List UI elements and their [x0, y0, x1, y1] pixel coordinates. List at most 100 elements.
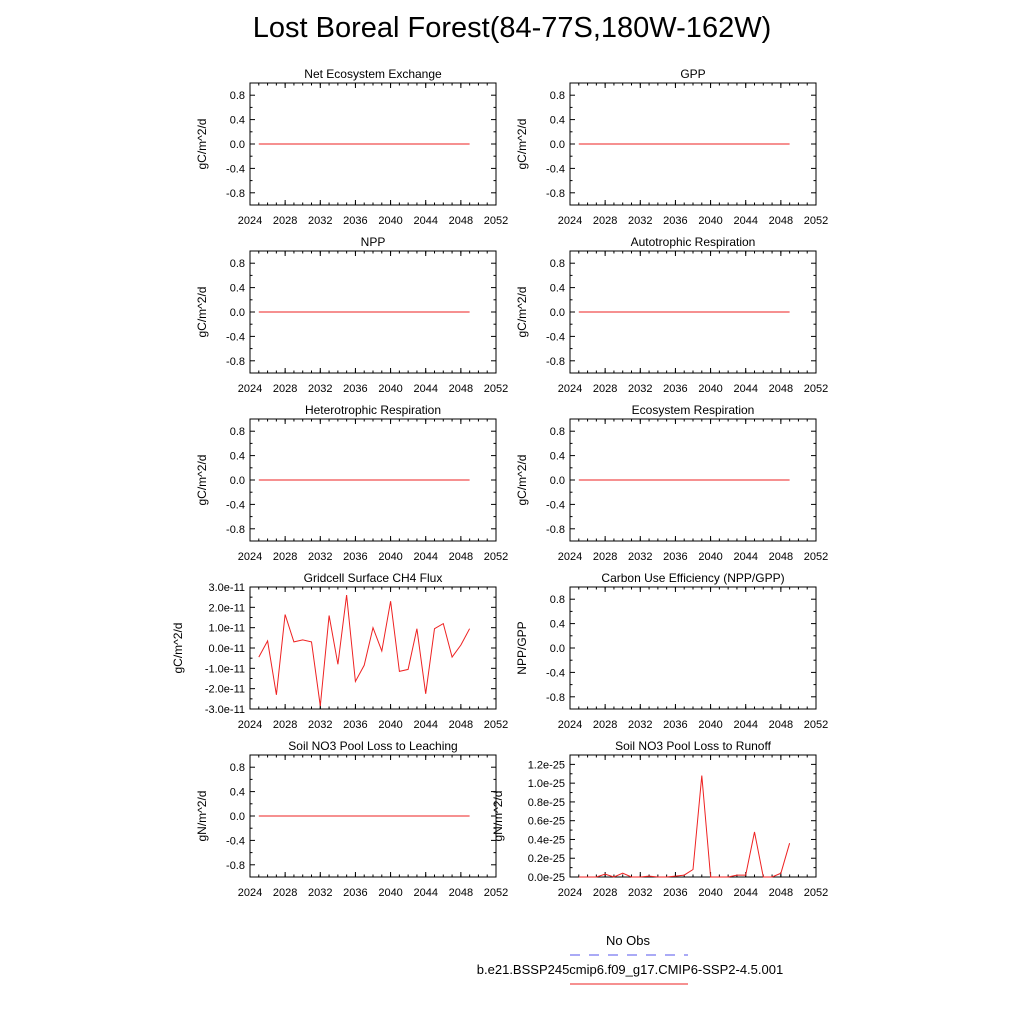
y-tick-label: -0.8	[226, 356, 245, 368]
x-tick-label: 2036	[663, 719, 687, 731]
page-title: Lost Boreal Forest(84-77S,180W-162W)	[252, 12, 772, 44]
x-tick-label: 2040	[378, 215, 402, 227]
y-tick-label: 0.8	[230, 258, 245, 270]
panel-2: NPP 2024 2028 2032 2036 2040 2044 2048 2052 -0.8 -…	[195, 235, 508, 395]
x-tick-label: 2028	[593, 719, 617, 731]
x-tick-label: 2044	[733, 719, 757, 731]
panel-9: Soil NO3 Pool Loss to Runoff 2024 2028 2032…	[491, 739, 828, 899]
panel-1: GPP 2024 2028 2032 2036 2040 2044 2048 2052 -0.8 -…	[515, 67, 828, 227]
x-tick-label: 2052	[804, 383, 828, 395]
y-tick-label: -0.8	[226, 860, 245, 872]
y-tick-label: 0.8	[550, 426, 565, 438]
y-tick-label: -0.4	[226, 331, 245, 343]
y-axis-label: gC/m^2/d	[195, 119, 209, 170]
y-tick-label: 0.8	[230, 426, 245, 438]
x-tick-label: 2036	[663, 215, 687, 227]
x-tick-label: 2044	[413, 551, 437, 563]
x-tick-label: 2024	[558, 887, 582, 899]
y-tick-label: 0.0	[550, 475, 565, 487]
x-tick-label: 2048	[769, 215, 793, 227]
x-tick-label: 2036	[343, 383, 367, 395]
x-tick-label: 2036	[343, 719, 367, 731]
y-tick-label: 0.8	[550, 258, 565, 270]
y-tick-label: 2.0e-11	[209, 602, 246, 614]
x-tick-label: 2052	[484, 887, 508, 899]
panel-6: Gridcell Surface CH4 Flux 2024 2028 2032 203…	[171, 571, 508, 731]
x-tick-label: 2028	[273, 383, 297, 395]
x-tick-label: 2024	[238, 551, 262, 563]
panel-4: Heterotrophic Respiration 2024 2028 2032 203…	[195, 403, 508, 563]
panel-3: Autotrophic Respiration 2024 2028 2032 2036 2…	[515, 235, 828, 395]
y-tick-label: 0.8	[230, 90, 245, 102]
y-tick-label: 0.4	[550, 283, 565, 295]
y-tick-label: 0.0	[550, 643, 565, 655]
panel-0: Net Ecosystem Exchange 2024 2028 2032 2036 20…	[195, 67, 508, 227]
panel-5: Ecosystem Respiration 2024 2028 2032 2036 204…	[515, 403, 828, 563]
x-tick-label: 2024	[558, 719, 582, 731]
x-tick-label: 2048	[769, 551, 793, 563]
y-tick-label: 1.2e-25	[528, 759, 565, 771]
panel-title: Carbon Use Efficiency (NPP/GPP)	[601, 571, 784, 585]
y-tick-label: -0.4	[546, 499, 565, 511]
x-tick-label: 2044	[733, 383, 757, 395]
y-tick-label: 1.0e-11	[209, 623, 246, 635]
x-tick-label: 2052	[804, 215, 828, 227]
x-tick-label: 2048	[449, 215, 473, 227]
x-tick-label: 2040	[378, 551, 402, 563]
x-tick-label: 2044	[413, 215, 437, 227]
y-axis-label: gC/m^2/d	[515, 455, 529, 506]
x-tick-label: 2028	[593, 551, 617, 563]
y-tick-label: 0.8e-25	[528, 797, 565, 809]
y-axis-label: gC/m^2/d	[515, 119, 529, 170]
panel-title: GPP	[680, 67, 705, 81]
y-tick-label: 0.0	[230, 811, 245, 823]
panel-title: Soil NO3 Pool Loss to Runoff	[615, 739, 772, 753]
x-tick-label: 2036	[343, 551, 367, 563]
x-tick-label: 2036	[663, 383, 687, 395]
x-tick-label: 2028	[273, 887, 297, 899]
x-tick-label: 2048	[449, 551, 473, 563]
y-tick-label: 0.4	[550, 451, 565, 463]
x-tick-label: 2044	[733, 215, 757, 227]
x-tick-label: 2048	[449, 887, 473, 899]
panel-7: Carbon Use Efficiency (NPP/GPP) 2024 2028 2…	[515, 571, 828, 731]
x-tick-label: 2028	[273, 215, 297, 227]
x-tick-label: 2024	[238, 719, 262, 731]
y-tick-label: -0.8	[226, 188, 245, 200]
x-tick-label: 2040	[378, 719, 402, 731]
y-tick-label: 0.4	[230, 787, 245, 799]
x-tick-label: 2024	[558, 551, 582, 563]
y-tick-label: 0.4	[230, 115, 245, 127]
x-tick-label: 2036	[343, 215, 367, 227]
x-tick-label: 2024	[558, 383, 582, 395]
y-tick-label: 0.2e-25	[528, 853, 565, 865]
y-tick-label: -0.8	[546, 692, 565, 704]
y-tick-label: -1.0e-11	[205, 663, 245, 675]
y-tick-label: -0.4	[546, 331, 565, 343]
y-tick-label: 0.0	[230, 139, 245, 151]
x-tick-label: 2028	[273, 719, 297, 731]
x-tick-label: 2044	[413, 887, 437, 899]
x-tick-label: 2032	[628, 719, 652, 731]
series-line	[578, 775, 791, 878]
y-axis-label: gN/m^2/d	[195, 791, 209, 842]
panel-title: Net Ecosystem Exchange	[304, 67, 442, 81]
series-line	[258, 595, 471, 707]
legend-no-obs-label: No Obs	[605, 933, 651, 948]
x-tick-label: 2032	[628, 215, 652, 227]
y-tick-label: -0.4	[226, 835, 245, 847]
panel-title: Gridcell Surface CH4 Flux	[304, 571, 443, 585]
x-tick-label: 2032	[308, 551, 332, 563]
x-tick-label: 2032	[308, 719, 332, 731]
y-tick-label: -0.4	[226, 499, 245, 511]
x-tick-label: 2028	[593, 887, 617, 899]
x-tick-label: 2032	[628, 887, 652, 899]
x-tick-label: 2024	[238, 383, 262, 395]
y-tick-label: -3.0e-11	[205, 704, 245, 716]
y-tick-label: 0.0	[230, 475, 245, 487]
x-tick-label: 2028	[593, 215, 617, 227]
y-axis-label: gN/m^2/d	[491, 791, 505, 842]
x-tick-label: 2040	[698, 215, 722, 227]
